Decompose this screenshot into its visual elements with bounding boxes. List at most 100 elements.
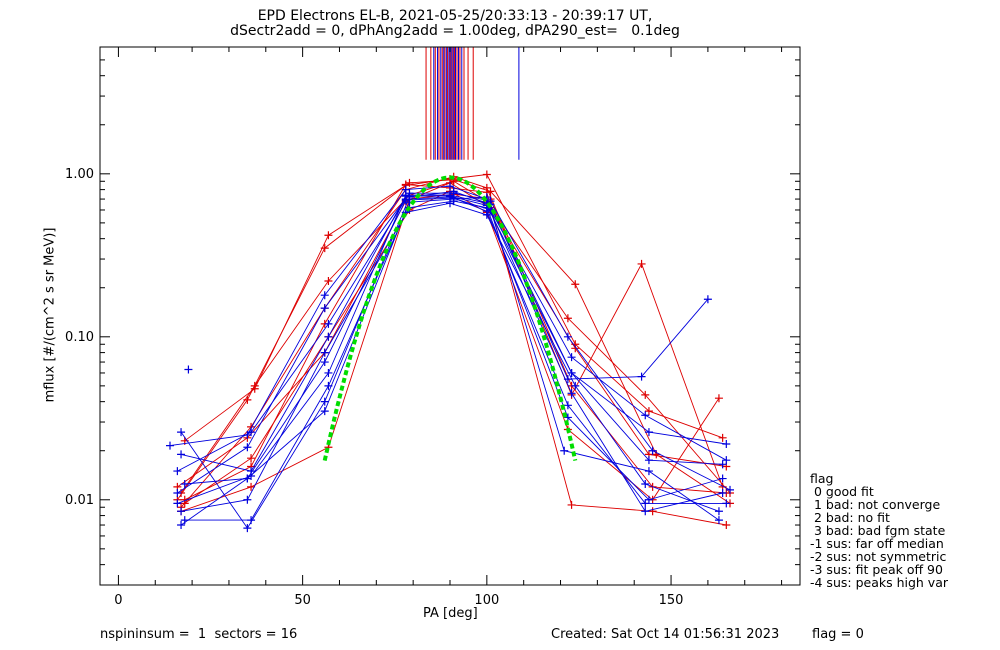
data-point: [718, 460, 727, 469]
data-point: [173, 499, 182, 508]
legend-item: 2 bad: no fit: [810, 510, 890, 525]
data-point: [320, 397, 329, 406]
data-point: [324, 332, 333, 341]
series-line: [184, 184, 727, 526]
data-point: [482, 207, 491, 216]
data-series: [166, 170, 734, 533]
data-point: [486, 187, 495, 196]
series-line: [180, 180, 731, 494]
data-point: [641, 479, 650, 488]
fit-curve-line: [322, 175, 578, 462]
data-point: [243, 474, 252, 483]
data-point: [641, 390, 650, 399]
data-point: [446, 199, 454, 208]
series-line: [181, 200, 723, 512]
x-tick-label: 50: [294, 593, 311, 608]
data-point: [648, 446, 657, 455]
data-point: [714, 507, 723, 516]
legend-item: -1 sus: far off median: [810, 536, 944, 551]
data-point: [563, 401, 572, 410]
x-axis-label: PA [deg]: [423, 606, 478, 621]
footer-flag: flag = 0: [812, 627, 864, 642]
series-line: [184, 202, 720, 521]
series-line: [177, 182, 727, 488]
chart-title-line1: EPD Electrons EL-B, 2021-05-25/20:33:13 …: [257, 8, 653, 24]
data-point: [718, 489, 727, 498]
y-tick-label: 0.10: [65, 330, 94, 345]
data-point: [247, 428, 256, 437]
fit-curve: [322, 175, 578, 462]
data-point: [324, 368, 333, 377]
data-point: [722, 456, 731, 465]
data-point: [320, 407, 329, 416]
data-point: [644, 407, 653, 416]
series-line: [169, 185, 727, 447]
data-point: [567, 353, 576, 362]
data-point: [714, 516, 723, 525]
x-tick-label: 0: [114, 593, 122, 608]
data-point: [180, 516, 189, 525]
data-point: [571, 280, 580, 289]
data-point: [243, 443, 252, 452]
series-line: [177, 196, 727, 472]
footer-spins: nspininsum = 1 sectors = 16: [100, 627, 298, 642]
data-point: [703, 295, 712, 304]
data-point: [567, 389, 576, 398]
data-point: [177, 521, 186, 530]
legend-item: -4 sus: peaks high var: [810, 575, 949, 590]
data-point: [563, 314, 572, 323]
data-point: [401, 196, 410, 205]
data-point: [324, 231, 333, 240]
legend-item: -3 sus: fit peak off 90: [810, 562, 943, 577]
data-point: [644, 467, 653, 476]
data-point: [446, 192, 454, 201]
data-point: [637, 259, 646, 268]
data-point: [247, 454, 256, 463]
data-point: [722, 499, 731, 508]
legend-title: flag: [810, 471, 834, 486]
series-line: [184, 197, 727, 504]
series-line: [180, 196, 720, 526]
series-line: [180, 193, 724, 512]
data-point: [173, 467, 182, 476]
data-point: [324, 381, 333, 390]
series-line: [180, 176, 727, 508]
data-point: [173, 489, 182, 498]
data-point: [177, 428, 186, 437]
data-point: [644, 428, 653, 437]
data-point: [247, 516, 256, 525]
data-point: [180, 479, 189, 488]
series-line: [180, 190, 709, 529]
data-point: [718, 433, 727, 442]
flag-legend: flag 0 good fit 1 bad: not converge 2 ba…: [810, 472, 948, 589]
data-point: [567, 368, 576, 377]
data-point: [567, 500, 576, 509]
data-point: [250, 381, 259, 390]
data-point: [243, 524, 252, 533]
y-tick-label: 0.01: [65, 493, 94, 508]
data-point: [637, 372, 646, 381]
data-point: [482, 170, 491, 179]
legend-item: 1 bad: not converge: [810, 497, 941, 512]
data-point: [560, 446, 569, 455]
data-point: [177, 450, 186, 459]
x-tick-label: 100: [474, 593, 499, 608]
data-point: [714, 394, 723, 403]
legend-item: 3 bad: bad fgm state: [810, 523, 946, 538]
data-point: [641, 411, 650, 420]
data-point: [320, 304, 329, 313]
data-point: [320, 348, 329, 357]
data-point: [320, 244, 329, 253]
data-point: [644, 495, 653, 504]
data-point: [644, 456, 653, 465]
data-point: [722, 439, 731, 448]
data-point: [320, 291, 329, 300]
data-point: [166, 441, 174, 450]
data-point: [641, 499, 650, 508]
series-line: [184, 190, 720, 504]
data-point: [641, 507, 650, 516]
data-point: [324, 276, 333, 285]
data-point: [571, 381, 580, 390]
y-axis-label: mflux [#/(cm^2 s sr MeV)]: [42, 227, 58, 403]
